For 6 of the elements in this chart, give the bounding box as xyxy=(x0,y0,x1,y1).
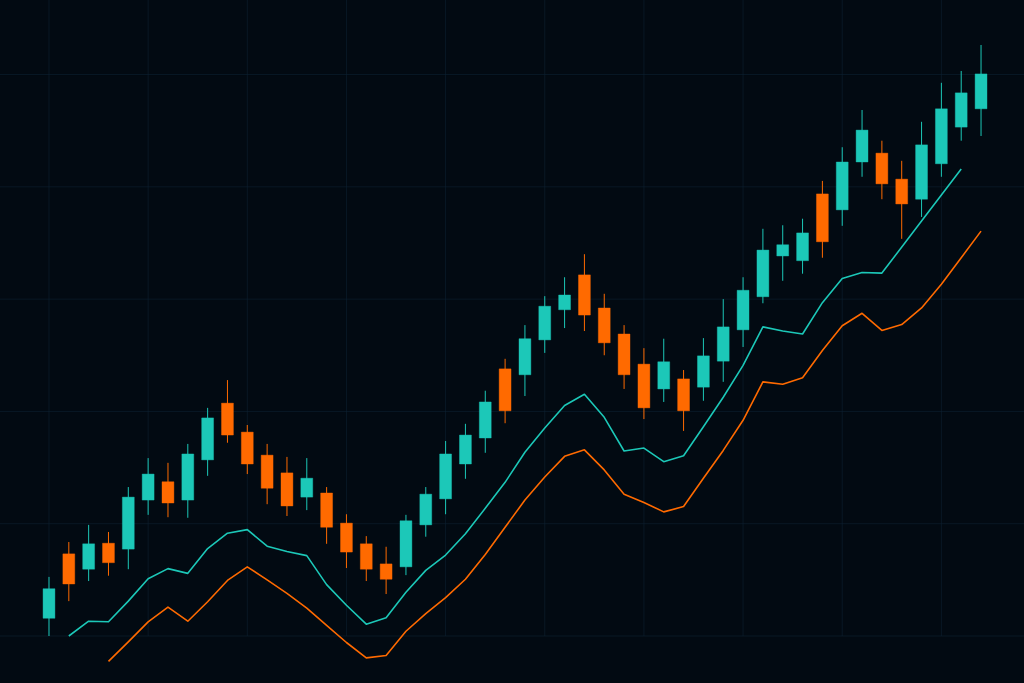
candlestick xyxy=(776,224,789,282)
candlestick xyxy=(102,531,115,577)
candlestick xyxy=(558,276,571,329)
candlestick xyxy=(379,546,393,595)
candlestick xyxy=(300,457,313,511)
candlestick xyxy=(161,462,175,518)
